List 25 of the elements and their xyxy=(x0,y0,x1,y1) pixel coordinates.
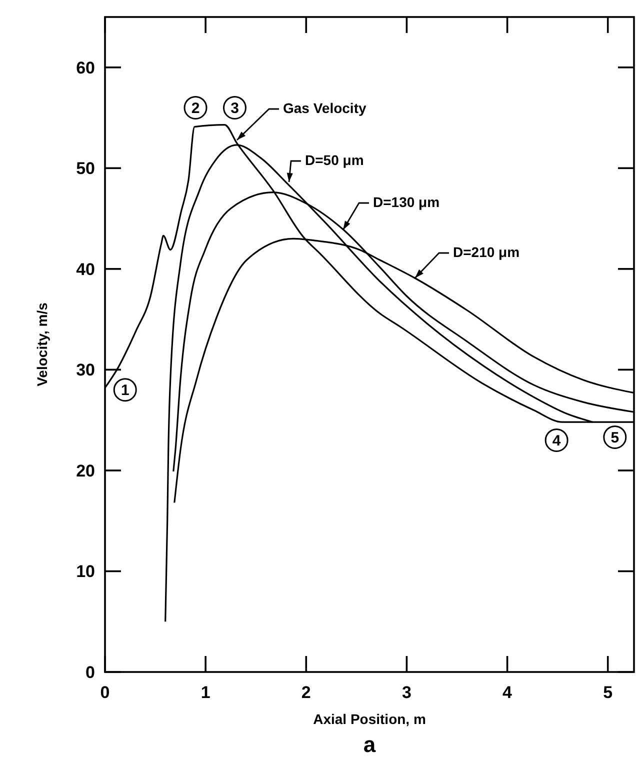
annotation: 3 xyxy=(230,100,239,118)
annotation: 1 xyxy=(120,382,130,400)
y-axis-title: Velocity, m/s xyxy=(34,302,50,386)
text: D=210 μm xyxy=(453,244,520,260)
annotation: 2 xyxy=(191,100,200,118)
x-tick-label: 2 xyxy=(301,683,311,702)
x-tick-label: 3 xyxy=(402,683,412,702)
y-tick-label: 40 xyxy=(76,260,95,279)
y-tick-label: 50 xyxy=(76,159,95,178)
y-tick-label: 30 xyxy=(76,360,95,380)
annotation: 5 xyxy=(610,430,620,447)
y-tick-label: 0 xyxy=(86,662,95,682)
x-tick-label: 1 xyxy=(200,683,210,702)
x-axis-title: Axial Position, m xyxy=(313,711,426,727)
x-tick-label: 0 xyxy=(100,683,110,702)
y-tick-label: 60 xyxy=(76,58,95,78)
text: D=130 μm xyxy=(373,194,440,210)
x-tick-label: 4 xyxy=(502,683,513,702)
text: a xyxy=(363,732,376,757)
x-tick-label: 5 xyxy=(603,683,613,702)
text: Gas Velocity xyxy=(283,100,366,116)
annotation: 4 xyxy=(552,432,562,450)
y-tick-label: 20 xyxy=(76,461,95,480)
y-tick-label: 10 xyxy=(76,562,95,582)
series-label: D=50 μm xyxy=(305,152,364,168)
